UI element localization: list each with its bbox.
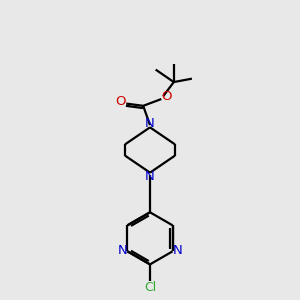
Text: N: N: [118, 244, 127, 257]
Text: Cl: Cl: [144, 281, 156, 294]
Text: O: O: [115, 95, 126, 109]
Text: N: N: [145, 117, 155, 130]
Text: N: N: [145, 170, 155, 183]
Text: O: O: [162, 90, 172, 103]
Text: N: N: [173, 244, 182, 257]
